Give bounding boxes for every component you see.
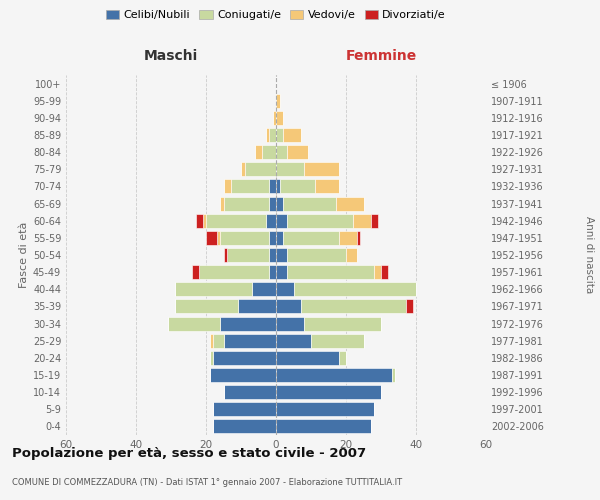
Bar: [213, 420, 276, 434]
Bar: [276, 180, 280, 194]
Bar: [265, 128, 269, 142]
Bar: [283, 196, 335, 210]
Bar: [251, 282, 276, 296]
Bar: [223, 196, 269, 210]
Bar: [217, 231, 220, 245]
Bar: [276, 420, 371, 434]
Bar: [293, 282, 416, 296]
Bar: [392, 368, 395, 382]
Bar: [276, 162, 304, 176]
Bar: [339, 231, 356, 245]
Bar: [209, 351, 213, 365]
Bar: [371, 214, 377, 228]
Bar: [406, 300, 413, 314]
Bar: [374, 265, 381, 279]
Bar: [287, 145, 308, 159]
Bar: [276, 111, 283, 125]
Bar: [192, 265, 199, 279]
Bar: [276, 368, 392, 382]
Bar: [276, 265, 287, 279]
Bar: [283, 231, 339, 245]
Bar: [276, 145, 287, 159]
Bar: [269, 231, 276, 245]
Bar: [223, 385, 276, 399]
Bar: [287, 248, 346, 262]
Bar: [213, 334, 223, 347]
Bar: [335, 196, 364, 210]
Bar: [245, 162, 276, 176]
Bar: [304, 316, 381, 330]
Bar: [209, 368, 276, 382]
Bar: [381, 265, 388, 279]
Bar: [276, 214, 287, 228]
Text: Anni di nascita: Anni di nascita: [584, 216, 594, 294]
Bar: [346, 248, 356, 262]
Bar: [269, 180, 276, 194]
Y-axis label: Fasce di età: Fasce di età: [19, 222, 29, 288]
Bar: [276, 128, 283, 142]
Bar: [276, 231, 283, 245]
Bar: [203, 214, 206, 228]
Bar: [167, 316, 220, 330]
Bar: [287, 265, 374, 279]
Bar: [276, 94, 280, 108]
Bar: [223, 334, 276, 347]
Bar: [175, 300, 238, 314]
Bar: [314, 180, 339, 194]
Bar: [276, 300, 301, 314]
Bar: [276, 402, 374, 416]
Bar: [255, 145, 262, 159]
Text: Maschi: Maschi: [144, 49, 198, 63]
Bar: [220, 316, 276, 330]
Bar: [276, 316, 304, 330]
Text: COMUNE DI COMMEZZADURA (TN) - Dati ISTAT 1° gennaio 2007 - Elaborazione TUTTITAL: COMUNE DI COMMEZZADURA (TN) - Dati ISTAT…: [12, 478, 402, 487]
Bar: [287, 214, 353, 228]
Bar: [276, 196, 283, 210]
Bar: [238, 300, 276, 314]
Bar: [339, 351, 346, 365]
Bar: [206, 231, 217, 245]
Bar: [276, 385, 381, 399]
Bar: [276, 282, 293, 296]
Text: Popolazione per età, sesso e stato civile - 2007: Popolazione per età, sesso e stato civil…: [12, 448, 366, 460]
Bar: [272, 111, 276, 125]
Bar: [213, 402, 276, 416]
Bar: [213, 351, 276, 365]
Bar: [196, 214, 203, 228]
Bar: [175, 282, 251, 296]
Bar: [227, 248, 269, 262]
Bar: [209, 334, 213, 347]
Bar: [269, 248, 276, 262]
Bar: [230, 180, 269, 194]
Bar: [220, 231, 269, 245]
Bar: [276, 248, 287, 262]
Bar: [269, 265, 276, 279]
Bar: [356, 231, 360, 245]
Bar: [301, 300, 406, 314]
Bar: [223, 248, 227, 262]
Bar: [220, 196, 223, 210]
Bar: [223, 180, 230, 194]
Bar: [269, 128, 276, 142]
Bar: [199, 265, 269, 279]
Text: Femmine: Femmine: [346, 49, 416, 63]
Bar: [283, 128, 301, 142]
Bar: [353, 214, 371, 228]
Bar: [304, 162, 339, 176]
Bar: [269, 196, 276, 210]
Bar: [276, 334, 311, 347]
Bar: [311, 334, 364, 347]
Bar: [276, 351, 339, 365]
Bar: [262, 145, 276, 159]
Bar: [241, 162, 245, 176]
Bar: [265, 214, 276, 228]
Legend: Celibi/Nubili, Coniugati/e, Vedovi/e, Divorziati/e: Celibi/Nubili, Coniugati/e, Vedovi/e, Di…: [101, 6, 451, 25]
Bar: [280, 180, 314, 194]
Bar: [206, 214, 265, 228]
